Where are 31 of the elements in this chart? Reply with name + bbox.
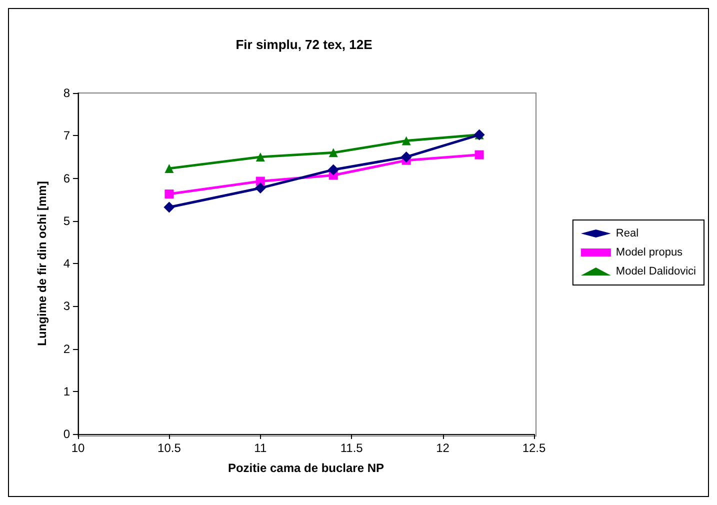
point	[400, 151, 412, 162]
point	[164, 190, 174, 199]
chart-title: Fir simplu, 72 tex, 12E	[236, 37, 373, 52]
point	[164, 202, 175, 213]
x-axis-title: Pozitie cama de buclare NP	[228, 461, 384, 475]
y-tick-label: 8	[63, 86, 70, 100]
point	[164, 164, 174, 173]
point	[328, 148, 338, 158]
x-tick-label: 11	[254, 441, 267, 455]
y-axis-title: Lungime de fir din ochi [mm]	[35, 181, 49, 346]
point	[474, 150, 484, 160]
y-tick-label: 2	[63, 342, 70, 356]
x-tick-label: 10.5	[158, 441, 182, 455]
x-tick-label: 11.5	[340, 441, 364, 455]
y-tick-label: 0	[63, 427, 70, 441]
y-tick-label: 3	[63, 299, 70, 314]
x-tick-label: 10	[71, 441, 85, 455]
y-tick-label: 6	[63, 171, 70, 186]
point	[402, 136, 411, 146]
point	[254, 182, 266, 194]
legend-label: Model Dalidovici	[616, 266, 696, 278]
x-tick-label: 12.5	[522, 441, 546, 455]
point	[256, 152, 265, 162]
y-tick-label: 7	[63, 128, 70, 143]
y-tick-label: 1	[63, 384, 70, 398]
point	[328, 164, 339, 176]
legend-label: Real	[616, 228, 639, 240]
legend-label: Model propus	[616, 246, 684, 258]
y-tick-label: 4	[63, 256, 70, 270]
y-tick-label: 5	[63, 214, 70, 228]
x-tick-label: 12	[436, 441, 450, 455]
